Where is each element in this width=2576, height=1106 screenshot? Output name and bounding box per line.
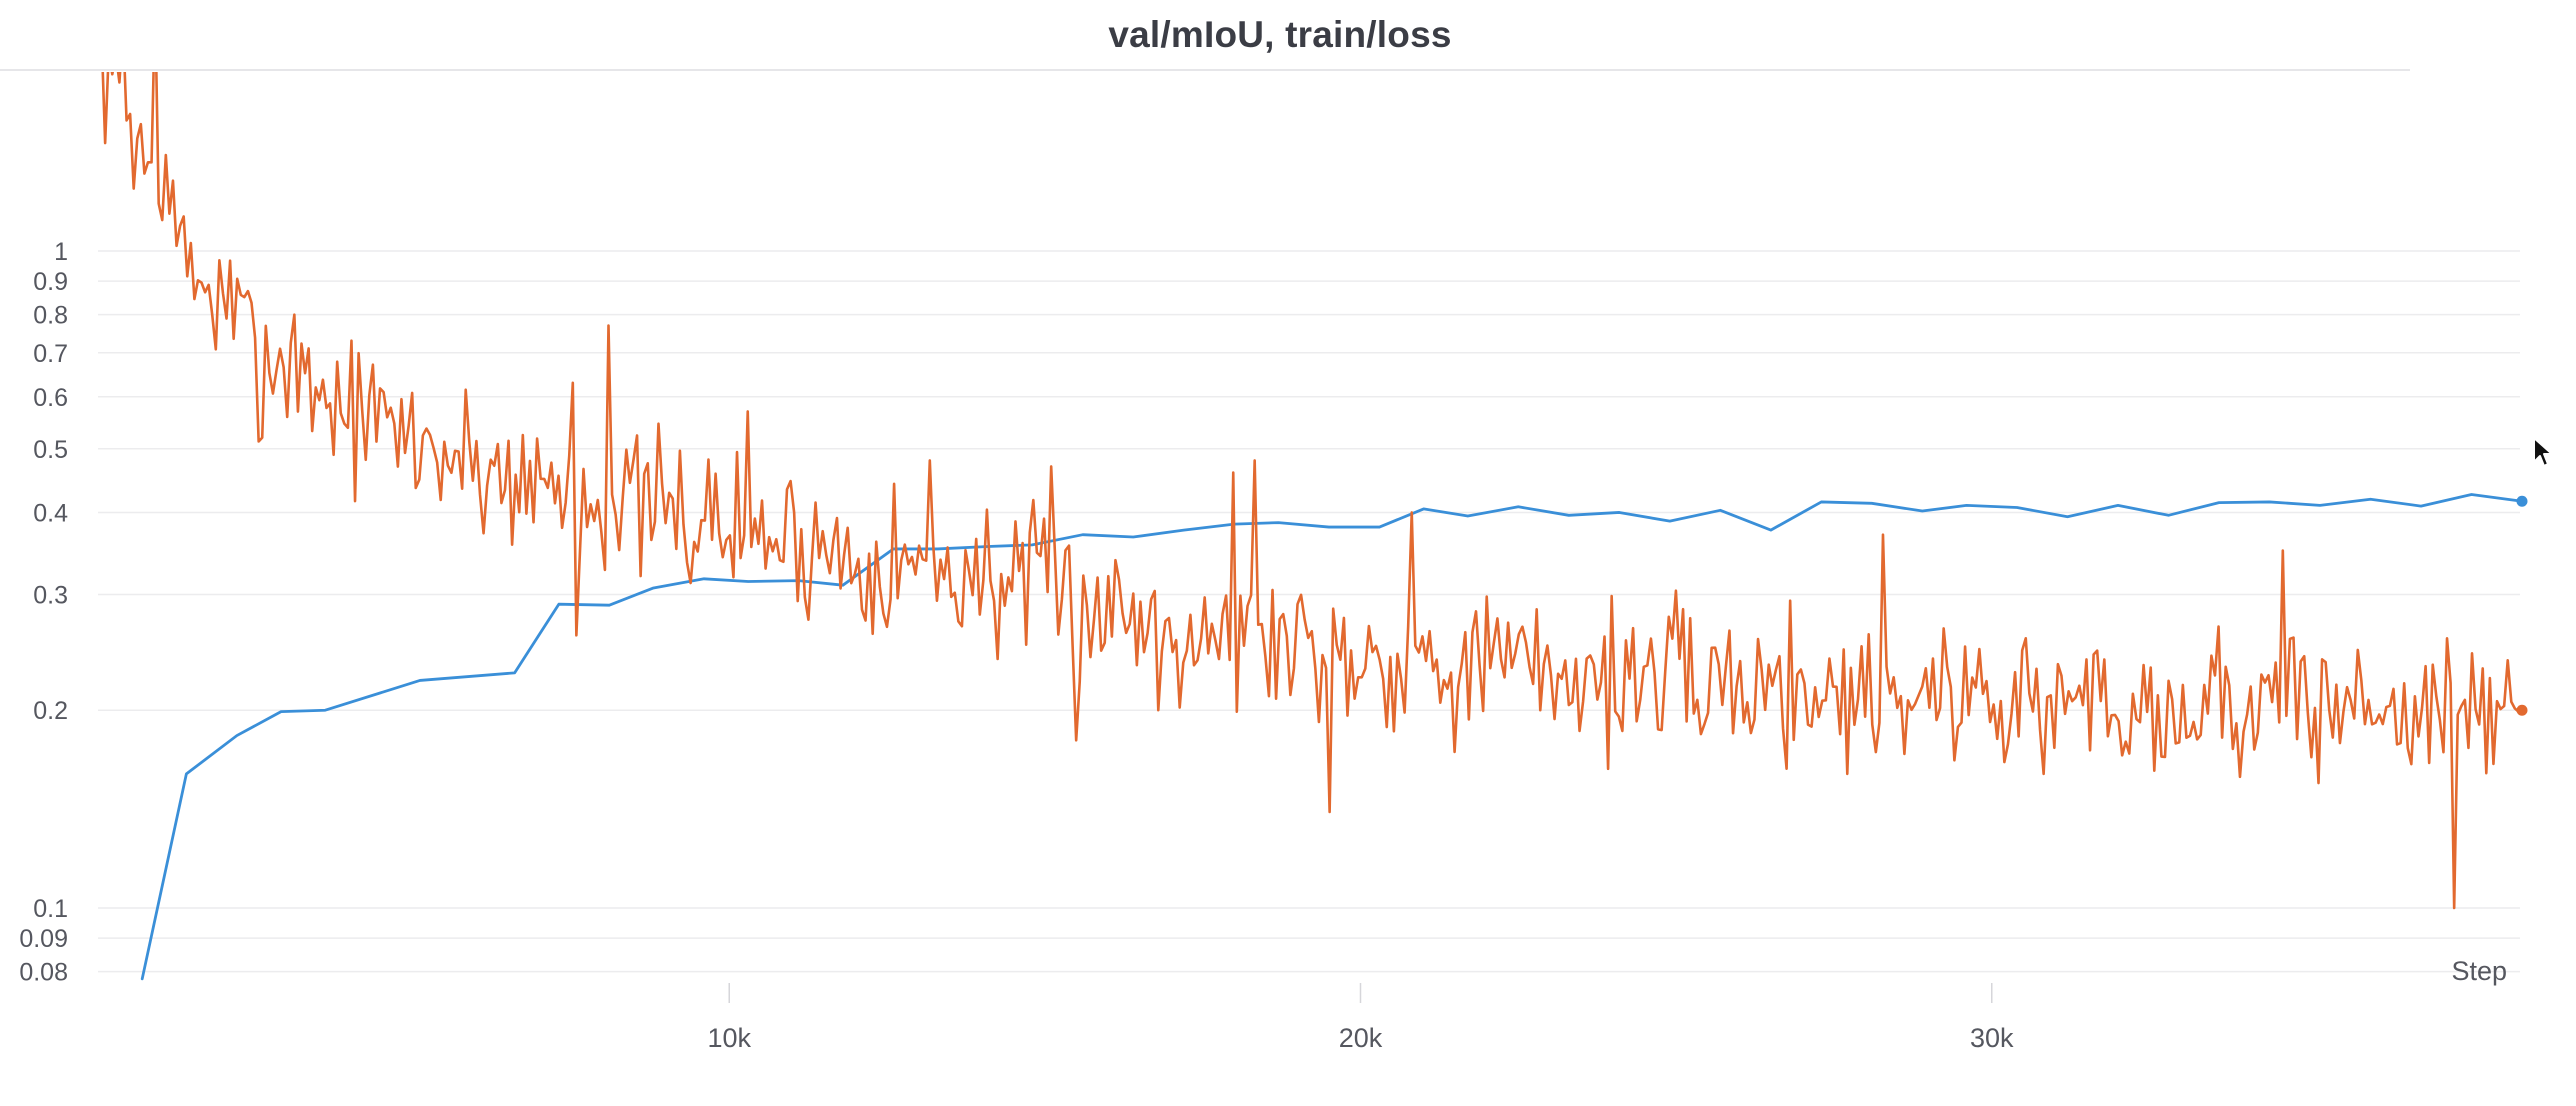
y-tick-label: 0.8 (33, 302, 68, 330)
y-tick-label: 0.4 (33, 499, 68, 527)
y-tick-label: 0.9 (33, 268, 68, 296)
y-tick-label: 0.09 (19, 925, 68, 953)
y-tick-label: 0.1 (33, 895, 68, 923)
y-tick-label: 0.08 (19, 959, 68, 987)
y-tick-label: 0.3 (33, 582, 68, 610)
series-end-marker-val-miou (2516, 495, 2528, 507)
x-axis: 10k 20k 30k Step (707, 956, 2507, 1053)
x-tick-label: 10k (707, 1023, 751, 1053)
y-tick-label: 0.7 (33, 340, 68, 368)
y-tick-label: 0.5 (33, 436, 68, 464)
x-tick-label: 20k (1339, 1023, 1383, 1053)
y-tick-label: 0.2 (33, 697, 68, 725)
series-line-train-loss (101, 72, 2524, 910)
x-tick-label: 30k (1970, 1023, 2014, 1053)
y-tick-label: 1 (54, 238, 68, 266)
mouse-cursor-icon (2533, 437, 2553, 467)
x-axis-label: Step (2451, 956, 2507, 986)
chart-title: val/mIoU, train/loss (1108, 14, 1452, 55)
y-grid (98, 250, 2520, 973)
y-tick-label: 0.6 (33, 384, 68, 412)
series-group (101, 72, 2524, 981)
y-tick-labels: 10.9 0.8 0.7 0.6 0.5 0.4 0.3 0.2 0.10.09 0.08 (19, 238, 68, 987)
series-line-val-miou (140, 493, 2524, 981)
series-end-marker-train-loss (2516, 704, 2528, 716)
title-divider (0, 69, 2410, 71)
